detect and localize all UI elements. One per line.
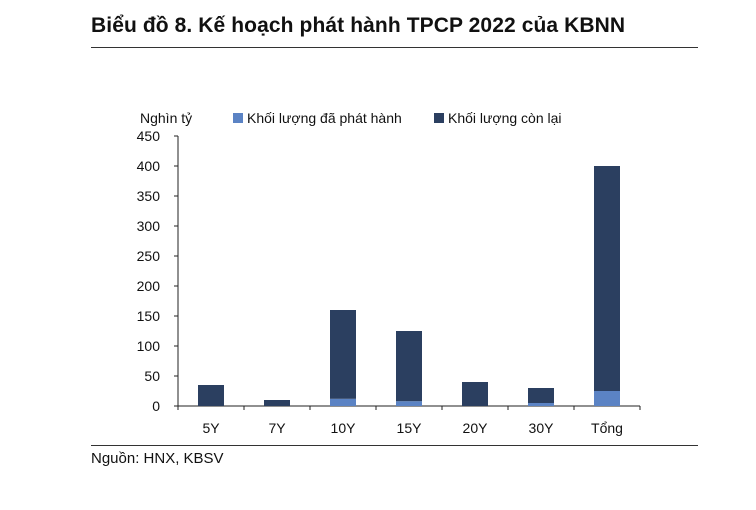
source-note: Nguồn: HNX, KBSV bbox=[91, 450, 224, 467]
x-tick-label: 20Y bbox=[463, 420, 489, 436]
bar-remaining bbox=[330, 310, 356, 399]
legend-swatch-remaining bbox=[434, 113, 444, 123]
legend-label-issued: Khối lượng đã phát hành bbox=[247, 110, 402, 126]
chart-title: Biểu đồ 8. Kế hoạch phát hành TPCP 2022 … bbox=[91, 14, 626, 37]
y-tick-label: 200 bbox=[137, 278, 161, 294]
x-tick-label: 5Y bbox=[202, 420, 220, 436]
bar-issued bbox=[396, 401, 422, 406]
y-axis-label: Nghìn tỷ bbox=[140, 110, 192, 126]
bar-remaining bbox=[462, 382, 488, 406]
tick-labels: 0 50 100 150 200 250 300 350 400 450 5Y 7Y 10Y 15Y 20Y… bbox=[137, 128, 623, 436]
legend-swatch-issued bbox=[233, 113, 243, 123]
bar-remaining bbox=[396, 331, 422, 402]
y-tick-label: 50 bbox=[144, 368, 160, 384]
y-tick-label: 150 bbox=[137, 308, 161, 324]
y-tick-label: 300 bbox=[137, 218, 161, 234]
legend-label-remaining: Khối lượng còn lại bbox=[448, 110, 562, 126]
x-tick-label: 15Y bbox=[397, 420, 423, 436]
y-tick-label: 450 bbox=[137, 128, 161, 144]
x-tick-label: 7Y bbox=[268, 420, 286, 436]
x-tick-label: 10Y bbox=[331, 420, 357, 436]
footer-rule bbox=[91, 445, 698, 446]
bars bbox=[198, 166, 620, 406]
bar-remaining bbox=[264, 400, 290, 406]
y-tick-label: 250 bbox=[137, 248, 161, 264]
x-tick-label: Tổng bbox=[591, 420, 623, 436]
y-tick-label: 100 bbox=[137, 338, 161, 354]
bar-issued bbox=[594, 391, 620, 406]
y-tick-label: 0 bbox=[152, 398, 160, 414]
bar-remaining bbox=[594, 166, 620, 391]
bar-issued bbox=[330, 398, 356, 406]
y-tick-label: 400 bbox=[137, 158, 161, 174]
y-tick-label: 350 bbox=[137, 188, 161, 204]
legend: Khối lượng đã phát hành Khối lượng còn l… bbox=[233, 110, 562, 126]
bar-remaining bbox=[198, 385, 224, 406]
x-tick-label: 30Y bbox=[529, 420, 555, 436]
bar-issued bbox=[528, 403, 554, 406]
title-rule bbox=[91, 47, 698, 48]
bar-remaining bbox=[528, 388, 554, 403]
